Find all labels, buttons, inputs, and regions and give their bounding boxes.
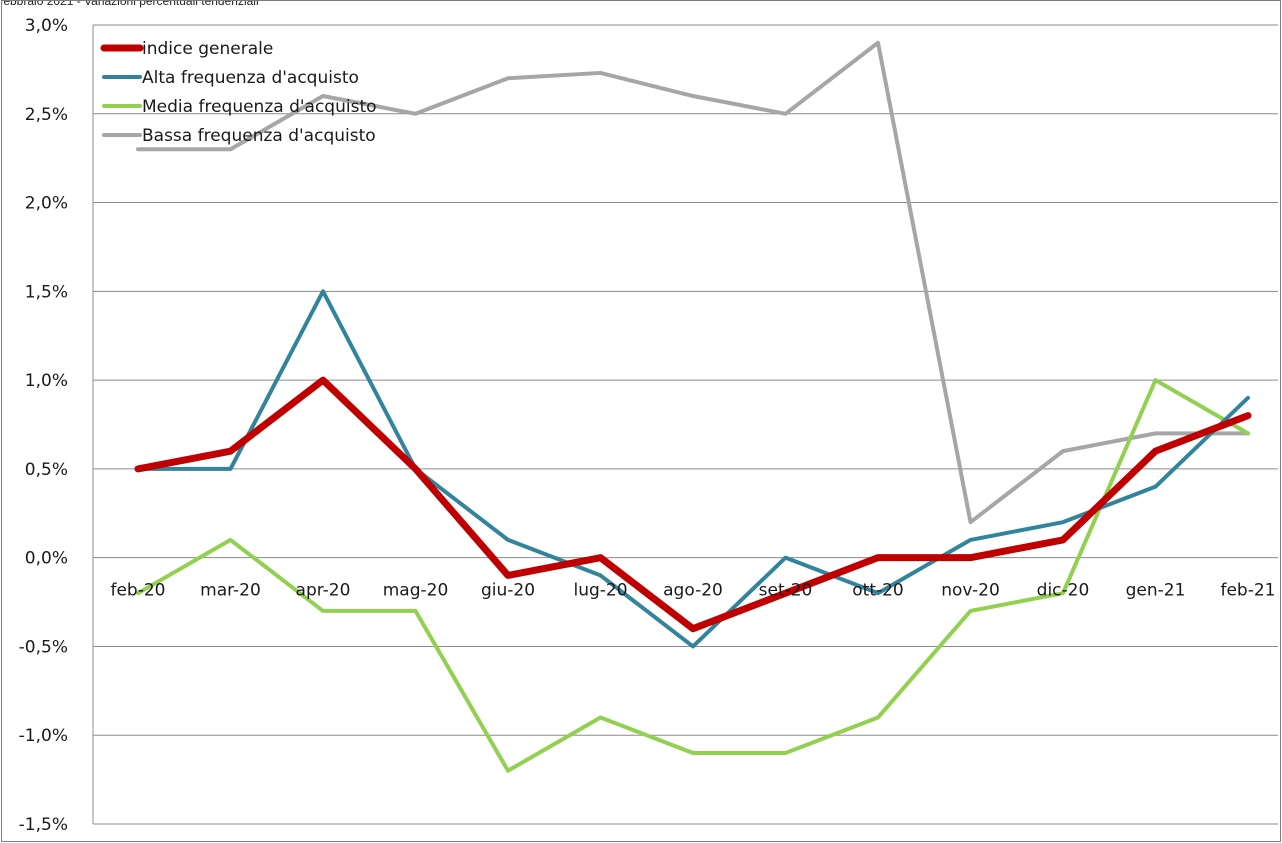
legend-label: Bassa frequenza d'acquisto [142, 126, 376, 146]
x-tick-label: feb-21 [1220, 581, 1275, 601]
series-line-alta-frequenza [136, 289, 1250, 649]
x-tick-label: mag-20 [383, 581, 449, 601]
legend: indice generale Alta frequenza d'acquisto… [100, 39, 377, 146]
y-tick-label: 1,0% [25, 371, 68, 391]
x-tick-label: feb-20 [110, 581, 165, 601]
y-tick-label: 3,0% [25, 16, 68, 36]
series-line-bassa-frequenza [136, 40, 1250, 525]
legend-label: Media frequenza d'acquisto [142, 97, 377, 117]
y-tick-label: 2,5% [25, 105, 68, 125]
y-tick-label: -0,5% [19, 637, 68, 657]
legend-item: Bassa frequenza d'acquisto [102, 126, 376, 146]
x-tick-label: giu-20 [481, 581, 535, 601]
legend-item: Alta frequenza d'acquisto [102, 68, 359, 88]
y-axis: -1,5% -1,0% -0,5% 0,0% 0,5% 1,0% 1,5% 2,0% 2,5% 3… [19, 16, 94, 835]
x-tick-label: gen-21 [1126, 581, 1186, 601]
y-tick-label: 0,0% [25, 549, 68, 569]
x-tick-label: dic-20 [1037, 581, 1090, 601]
y-tick-label: -1,5% [19, 815, 68, 835]
y-tick-label: 1,5% [25, 282, 68, 302]
x-tick-label: apr-20 [296, 581, 351, 601]
y-tick-label: -1,0% [19, 726, 68, 746]
x-tick-label: nov-20 [941, 581, 1000, 601]
x-tick-label: set-20 [759, 581, 813, 601]
x-tick-label: mar-20 [200, 581, 261, 601]
x-tick-label: ago-20 [663, 581, 723, 601]
y-tick-label: 2,0% [25, 194, 68, 214]
x-tick-label: ott-20 [852, 581, 904, 601]
chart-caption: febbraio 2021 - Variazioni percentuali t… [0, 0, 259, 8]
x-axis: feb-20 mar-20 apr-20 mag-20 giu-20 lug-20 ago-… [110, 581, 1275, 601]
legend-label: indice generale [142, 39, 273, 59]
legend-item: indice generale [100, 39, 273, 59]
legend-item: Media frequenza d'acquisto [102, 97, 377, 117]
y-tick-label: 0,5% [25, 460, 68, 480]
x-tick-label: lug-20 [573, 581, 627, 601]
series-line-indice-generale [134, 376, 1252, 633]
series-lines [134, 40, 1252, 773]
legend-label: Alta frequenza d'acquisto [142, 68, 359, 88]
series-line-media-frequenza [136, 378, 1250, 773]
